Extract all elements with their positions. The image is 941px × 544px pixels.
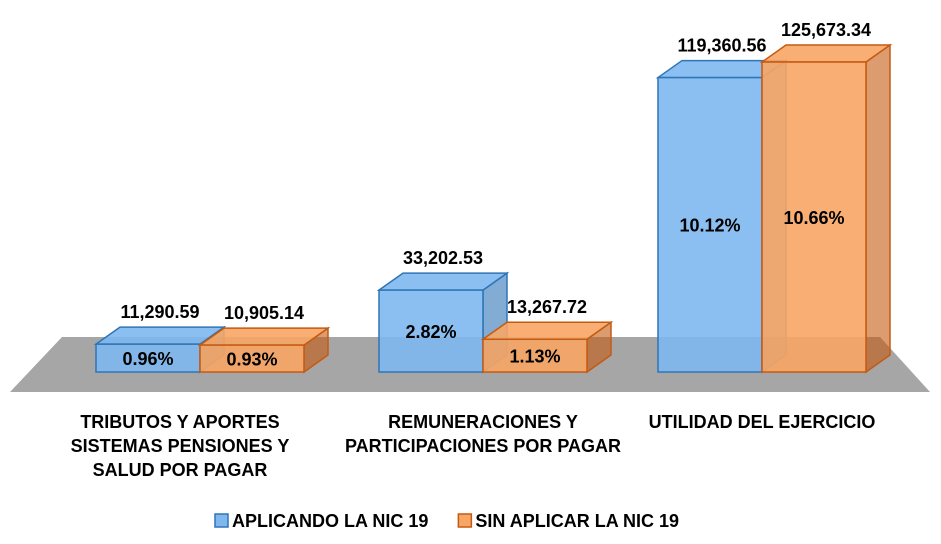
- value-label: 119,360.56: [677, 35, 766, 55]
- bar: [482, 338, 588, 373]
- bar-top: [197, 327, 331, 346]
- legend-label: SIN APLICAR LA NIC 19: [475, 511, 679, 531]
- bar: [378, 289, 484, 373]
- share-label: 0.93%: [226, 349, 277, 369]
- value-label: 125,673.34: [781, 20, 871, 40]
- x-tick-label: REMUNERACIONES Y PARTICIPACIONES POR PAG…: [344, 412, 622, 456]
- bar: [761, 61, 867, 373]
- bar-top: [480, 321, 614, 341]
- bar: [199, 344, 305, 373]
- share-label: 1.13%: [509, 346, 560, 366]
- share-label: 2.82%: [405, 322, 456, 342]
- bar-side: [865, 43, 891, 374]
- legend-label: APLICANDO LA NIC 19: [232, 511, 428, 531]
- share-label: 10.12%: [679, 216, 740, 236]
- x-tick-label: UTILIDAD DEL EJERCICIO: [648, 412, 876, 432]
- legend-swatch: [457, 513, 473, 528]
- value-label: 13,267.72: [507, 297, 587, 317]
- share-label: 0.96%: [122, 349, 173, 369]
- bar-top: [376, 272, 510, 291]
- share-label: 10.66%: [783, 208, 844, 228]
- value-label: 11,290.59: [120, 302, 199, 322]
- bar: [657, 76, 763, 373]
- legend-swatch: [214, 513, 229, 528]
- bar-top: [759, 44, 893, 63]
- x-tick-label: TRIBUTOS Y APORTES SISTEMAS PENSIONES Y …: [70, 412, 290, 480]
- value-label: 10,905.14: [224, 303, 304, 323]
- value-label: 33,202.53: [403, 248, 483, 268]
